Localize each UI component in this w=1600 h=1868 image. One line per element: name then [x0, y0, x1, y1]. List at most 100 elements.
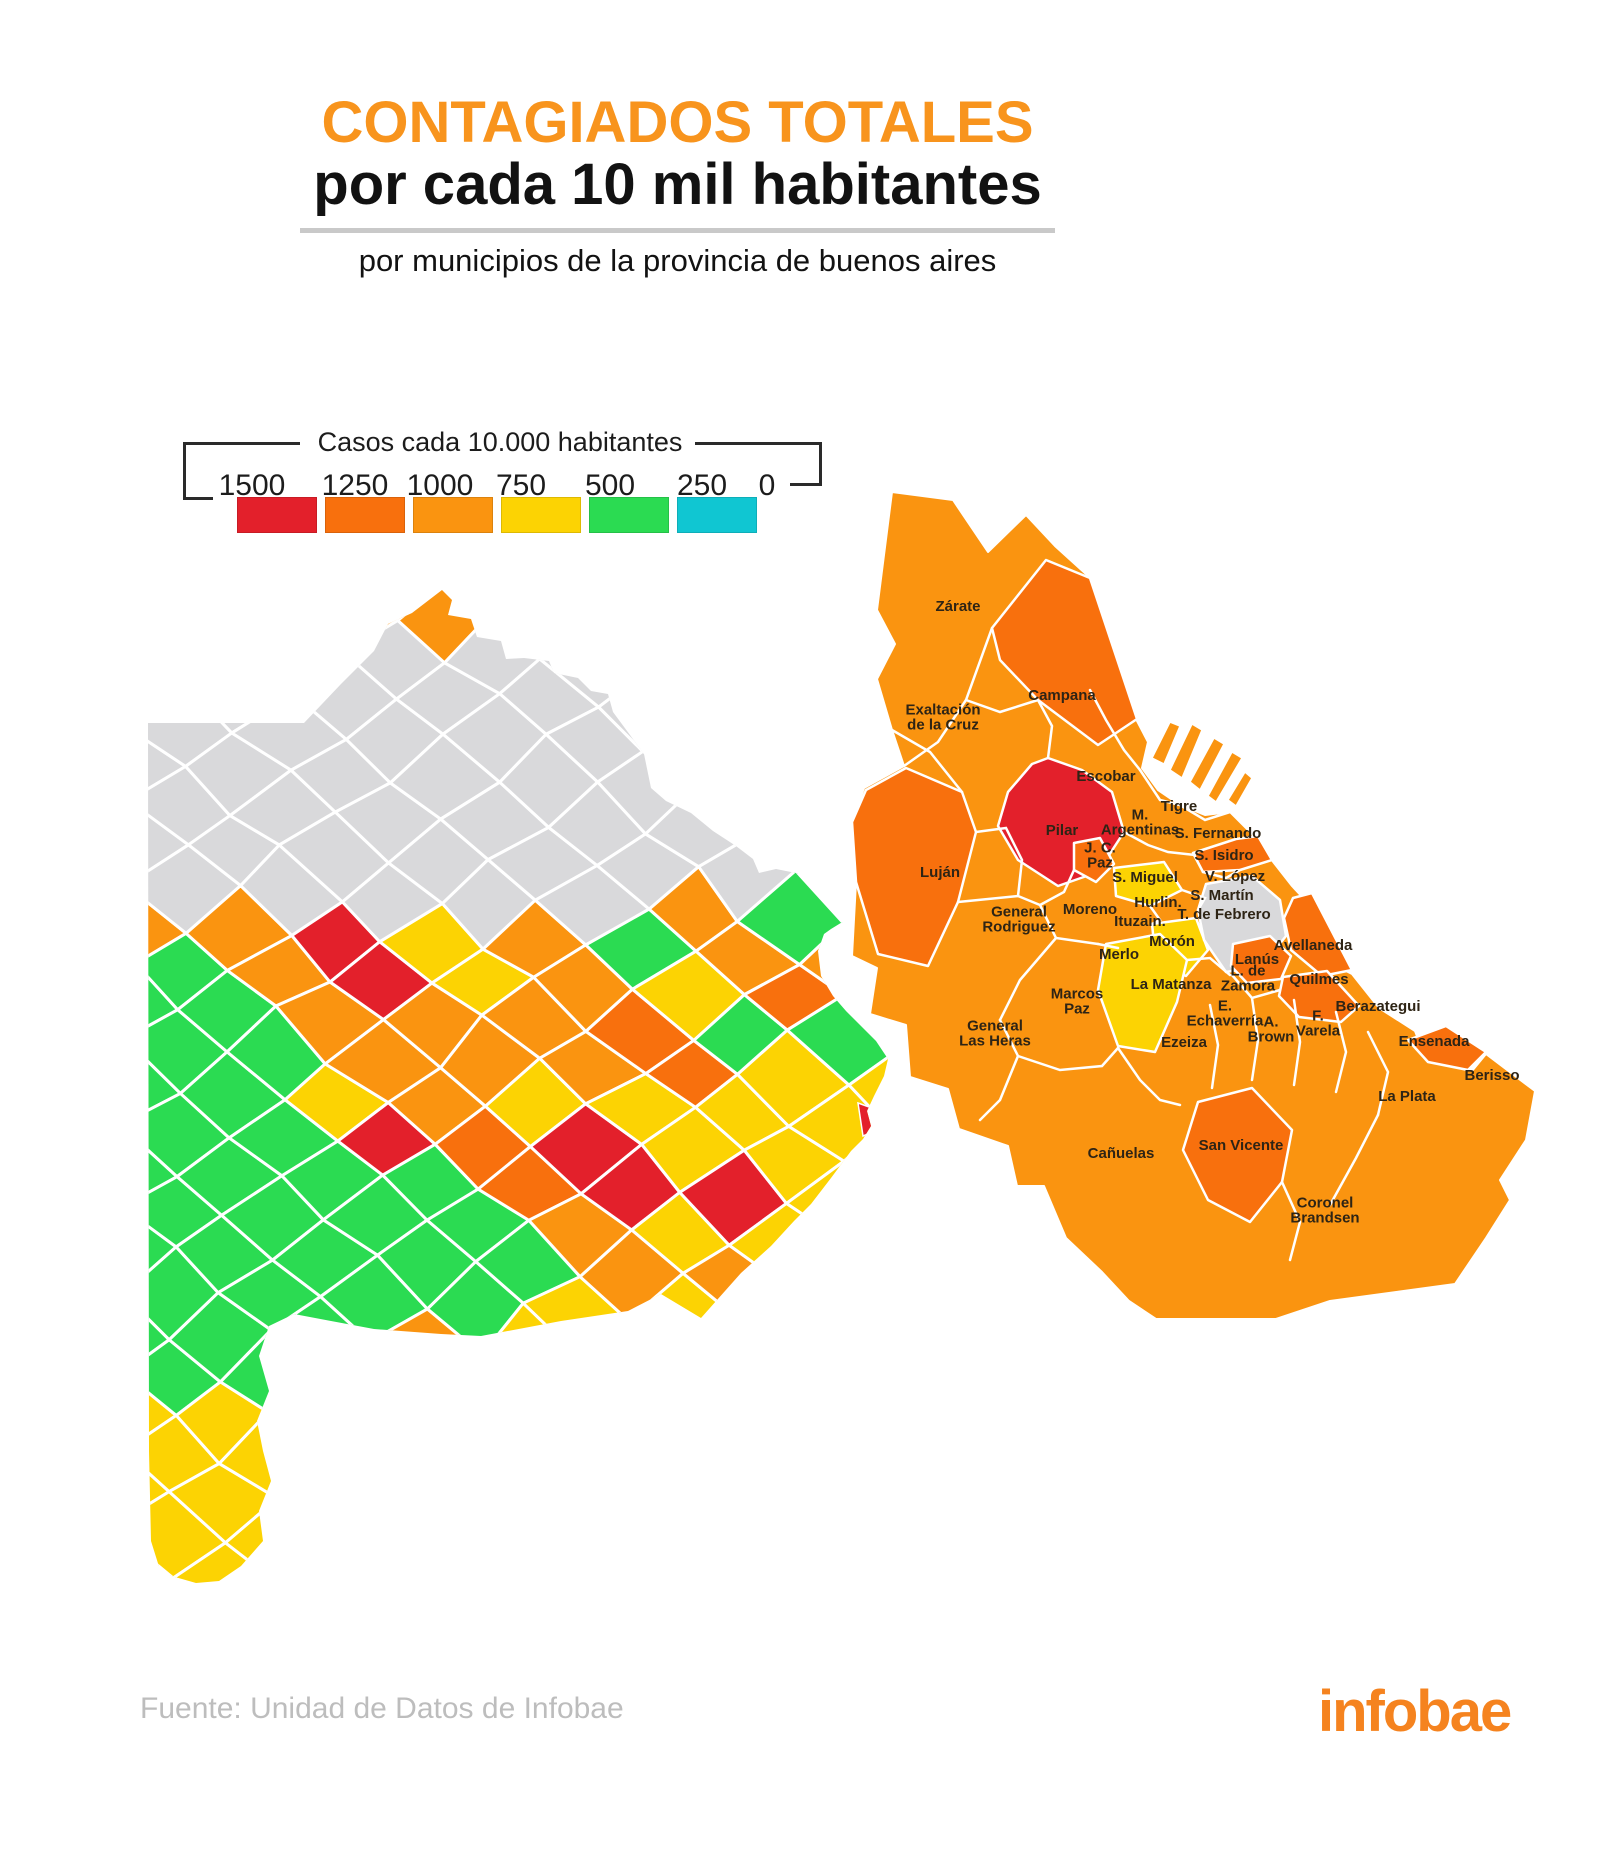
header: CONTAGIADOS TOTALES por cada 10 mil habi…	[295, 92, 1060, 279]
legend-title: Casos cada 10.000 habitantes	[317, 427, 683, 457]
province-cell	[0, 1208, 70, 1279]
amba-label: S. Isidro	[1194, 847, 1253, 864]
legend-color-scale	[237, 497, 765, 533]
amba-label: Ezeiza	[1161, 1034, 1208, 1051]
amba-label: Tigre	[1161, 798, 1197, 815]
province-cell	[234, 590, 350, 606]
province-cell	[43, 593, 142, 686]
legend-swatch-ye	[501, 497, 581, 533]
province-cell	[21, 998, 125, 1078]
amba-region-la-matanza	[1096, 932, 1189, 1054]
province-cell	[0, 1247, 18, 1323]
amba-label: Hurlin.	[1134, 894, 1182, 911]
amba-label: Ensenada	[1399, 1033, 1471, 1050]
legend-swatch-red	[237, 497, 317, 533]
amba-label: S. Miguel	[1112, 869, 1178, 886]
legend-tick-250: 250	[676, 469, 728, 502]
province-cell	[22, 922, 135, 998]
legend: Casos cada 10.000 habitantes 1500 1250 100…	[155, 425, 835, 555]
amba-label: Quilmes	[1289, 971, 1348, 988]
amba-label: San Vicente	[1199, 1137, 1284, 1154]
legend-bracket-left-tick	[183, 497, 213, 500]
amba-border	[998, 1018, 1120, 1072]
legend-swatch-or	[413, 497, 493, 533]
delta-island	[1227, 770, 1253, 808]
province-cell	[148, 590, 238, 602]
amba-label: A. Brown	[1248, 1014, 1295, 1046]
page-title: por cada 10 mil habitantes	[313, 152, 1042, 217]
amba-region-san-vicente	[1181, 1086, 1294, 1224]
amba-label: S. Martín	[1190, 887, 1253, 904]
province-cell	[34, 685, 129, 759]
amba-label: Avellaneda	[1274, 937, 1353, 954]
province-cell	[0, 1080, 32, 1157]
province-cell	[28, 759, 129, 842]
amba-label: S. Fernando	[1175, 825, 1262, 842]
province-cell	[0, 629, 80, 719]
amba-border	[1116, 1046, 1182, 1107]
province-cell	[148, 598, 247, 685]
amba-border	[1038, 868, 1076, 907]
province-cell	[0, 1043, 84, 1127]
amba-label: Berazategui	[1335, 998, 1420, 1015]
amba-label: Moreno	[1063, 901, 1117, 918]
legend-tick-1250: 1250	[321, 469, 389, 502]
amba-label: General Las Heras	[959, 1018, 1031, 1050]
amba-label: Campana	[1028, 687, 1096, 704]
legend-swatch-do	[325, 497, 405, 533]
province-cell	[12, 1329, 124, 1406]
amba-border	[1334, 1010, 1348, 1094]
province-cell	[148, 590, 189, 635]
amba-label: La Plata	[1378, 1088, 1436, 1105]
legend-bracket-left-vertical	[183, 442, 186, 500]
amba-border	[1036, 698, 1054, 760]
legend-bracket-right-line	[695, 442, 822, 445]
amba-region-ensenada	[1406, 1024, 1488, 1072]
province-cell	[185, 590, 299, 649]
province-cell	[0, 961, 80, 1043]
province-cell	[35, 843, 126, 922]
amba-border	[978, 1054, 1020, 1122]
amba-label: Merlo	[1099, 946, 1139, 963]
amba-border	[1328, 1113, 1380, 1207]
delta-island	[1207, 750, 1244, 804]
amba-border	[1366, 1030, 1390, 1117]
province-cell	[785, 993, 888, 1087]
amba-border	[1180, 888, 1207, 912]
amba-label: V. López	[1205, 868, 1265, 885]
amba-label: Escobar	[1076, 768, 1135, 785]
amba-label: T. de Febrero	[1177, 906, 1270, 923]
legend-tick-0: 0	[758, 469, 776, 502]
amba-border	[1138, 768, 1182, 807]
amba-silhouette	[851, 491, 1536, 1320]
title-divider	[300, 228, 1055, 233]
amba-label: Marcos Paz	[1051, 986, 1104, 1018]
province-cell	[0, 598, 43, 678]
amba-label: General Rodriguez	[982, 904, 1055, 936]
amba-label: M. Argentinas	[1101, 807, 1179, 839]
amba-border	[1178, 803, 1232, 822]
province-cell	[0, 1323, 12, 1401]
province-cell	[32, 1078, 120, 1160]
amba-border	[1280, 1180, 1302, 1262]
province-cell	[0, 828, 35, 920]
amba-label: E. Echaverría	[1187, 998, 1264, 1030]
legend-swatch-cy	[677, 497, 757, 533]
province-cell	[0, 1157, 23, 1247]
legend-bracket-right-vertical	[819, 442, 822, 486]
legend-swatch-gr	[589, 497, 669, 533]
amba-label: Lanús	[1235, 951, 1279, 968]
amba-border	[1122, 830, 1197, 857]
province-cell	[0, 921, 22, 992]
amba-map	[850, 491, 1536, 1320]
amba-border	[1201, 868, 1242, 880]
province-cell	[0, 1127, 72, 1208]
amba-border	[1088, 688, 1142, 772]
amba-labels: Zárate Campana Exaltación de la Cruz Escobar…	[905, 598, 1519, 1227]
province-cell	[0, 748, 28, 829]
legend-tick-500: 500	[584, 469, 636, 502]
province-cell	[0, 992, 21, 1080]
province-cell	[243, 602, 346, 696]
amba-label: J. C. Paz	[1084, 840, 1116, 872]
amba-border	[974, 826, 1042, 907]
